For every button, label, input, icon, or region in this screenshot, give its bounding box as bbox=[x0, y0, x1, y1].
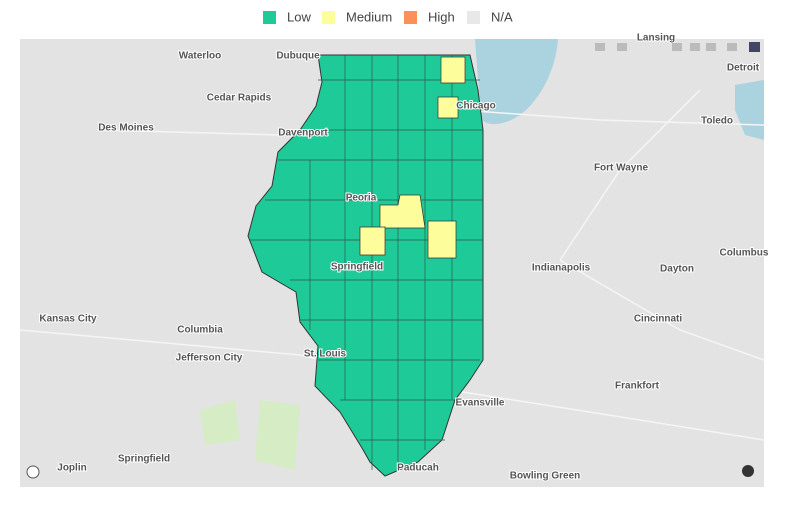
place-label: Des Moines bbox=[98, 123, 154, 134]
legend-swatch bbox=[404, 11, 417, 24]
place-label: Davenport bbox=[278, 128, 328, 139]
lake bbox=[475, 39, 558, 125]
place-label: Evansville bbox=[456, 398, 505, 409]
medium-areas bbox=[359, 56, 466, 259]
place-label: Cedar Rapids bbox=[207, 93, 272, 104]
place-label: Jefferson City bbox=[176, 353, 243, 364]
place-label: Waterloo bbox=[179, 51, 221, 62]
place-label: Paducah bbox=[397, 463, 439, 474]
place-label: Detroit bbox=[727, 63, 760, 74]
info-icon[interactable] bbox=[742, 465, 754, 477]
place-label: Chicago bbox=[456, 101, 495, 112]
place-label: Cincinnati bbox=[634, 314, 683, 325]
parks bbox=[200, 400, 300, 470]
place-label: Columbus bbox=[720, 248, 769, 259]
place-label: Columbia bbox=[177, 325, 223, 336]
place-label: Bowling Green bbox=[510, 471, 581, 482]
place-label: Dubuque bbox=[276, 51, 320, 62]
place-label: Dayton bbox=[660, 264, 694, 275]
county-lines bbox=[250, 55, 483, 470]
place-label: Lansing bbox=[637, 33, 675, 44]
zoom-icon[interactable] bbox=[26, 465, 40, 479]
legend-label: Medium bbox=[346, 9, 392, 24]
place-label: Peoria bbox=[346, 193, 377, 204]
toolbar[interactable] bbox=[595, 42, 760, 52]
place-label: Kansas City bbox=[39, 314, 97, 325]
legend-swatch bbox=[322, 11, 335, 24]
place-label: Toledo bbox=[701, 116, 733, 127]
place-label: Springfield bbox=[118, 454, 170, 465]
legend-swatch bbox=[467, 11, 480, 24]
legend: Low Medium High N/A bbox=[263, 9, 513, 24]
place-label: Indianapolis bbox=[532, 263, 591, 274]
place-label: Fort Wayne bbox=[594, 163, 649, 174]
place-label: Joplin bbox=[57, 463, 86, 474]
place-label: Frankfort bbox=[615, 381, 660, 392]
place-label: Springfield bbox=[331, 262, 383, 273]
legend-swatch bbox=[263, 11, 276, 24]
legend-label: High bbox=[428, 9, 455, 24]
place-label: St. Louis bbox=[304, 349, 347, 360]
legend-label: N/A bbox=[491, 9, 513, 24]
place-labels: Waterloo Dubuque Cedar Rapids Des Moines Dav… bbox=[38, 32, 770, 483]
legend-label: Low bbox=[287, 9, 311, 24]
